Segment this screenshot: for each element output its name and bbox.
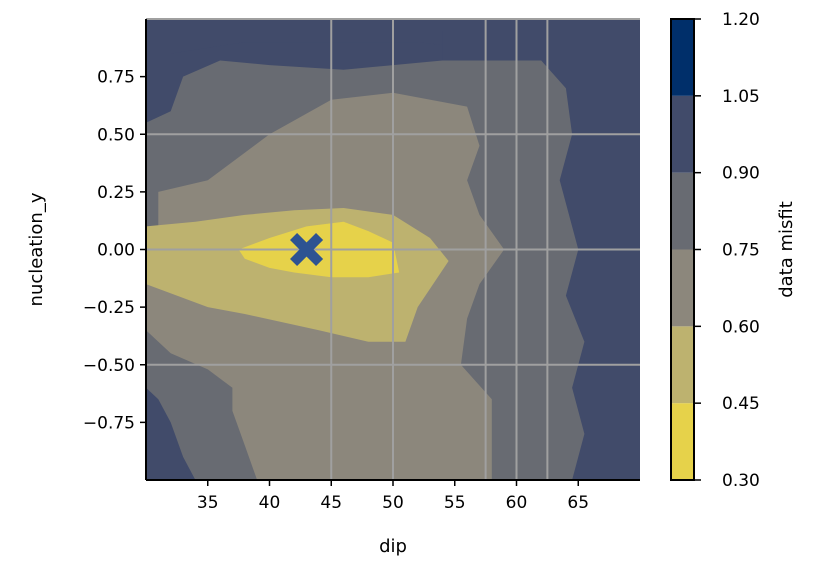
y-tick-label: 0.75 [97, 68, 135, 88]
colorbar-tick-label: 0.75 [722, 241, 760, 261]
colorbar-tick-label: 0.45 [722, 394, 760, 414]
colorbar-tick-label: 0.30 [722, 471, 760, 491]
x-tick-label: 45 [320, 493, 342, 513]
colorbar-tick-label: 0.90 [722, 164, 760, 184]
y-axis-ticks: 0.75 0.50 0.25 0.00 −0.25 −0.50 −0.75 [83, 68, 146, 433]
x-tick-label: 60 [506, 493, 528, 513]
y-tick-label: −0.25 [83, 298, 135, 318]
y-tick-label: −0.50 [83, 356, 135, 376]
colorbar-segment [671, 19, 694, 96]
x-tick-label: 65 [567, 493, 589, 513]
colorbar-segment [671, 172, 694, 250]
x-tick-label: 40 [259, 493, 281, 513]
colorbar-segment [671, 403, 694, 480]
colorbar-segment [671, 95, 694, 173]
colorbar-tick-label: 1.20 [722, 10, 760, 30]
colorbar-ticks: 0.30 0.45 0.60 0.75 0.90 1.05 1.20 [694, 10, 760, 491]
colorbar-tick-label: 1.05 [722, 87, 760, 107]
x-tick-label: 35 [197, 493, 219, 513]
x-tick-label: 55 [444, 493, 466, 513]
y-tick-label: −0.75 [83, 413, 135, 433]
y-tick-label: 0.50 [97, 125, 135, 145]
best-fit-marker [290, 232, 324, 267]
x-tick-label: 50 [382, 493, 404, 513]
colorbar-tick-label: 0.60 [722, 317, 760, 337]
x-axis-ticks: 35 40 45 50 55 60 65 [197, 480, 589, 513]
best-fit-x-mark [290, 232, 324, 267]
grid-lines [146, 18, 640, 480]
colorbar-label: data misfit [776, 201, 797, 298]
x-axis-label: dip [379, 536, 407, 557]
colorbar [670, 18, 695, 481]
y-tick-label: 0.00 [97, 241, 135, 261]
colorbar-segment [671, 249, 694, 327]
y-axis-label: nucleation_y [26, 192, 47, 306]
y-tick-label: 0.25 [97, 183, 135, 203]
colorbar-segment [671, 326, 694, 404]
